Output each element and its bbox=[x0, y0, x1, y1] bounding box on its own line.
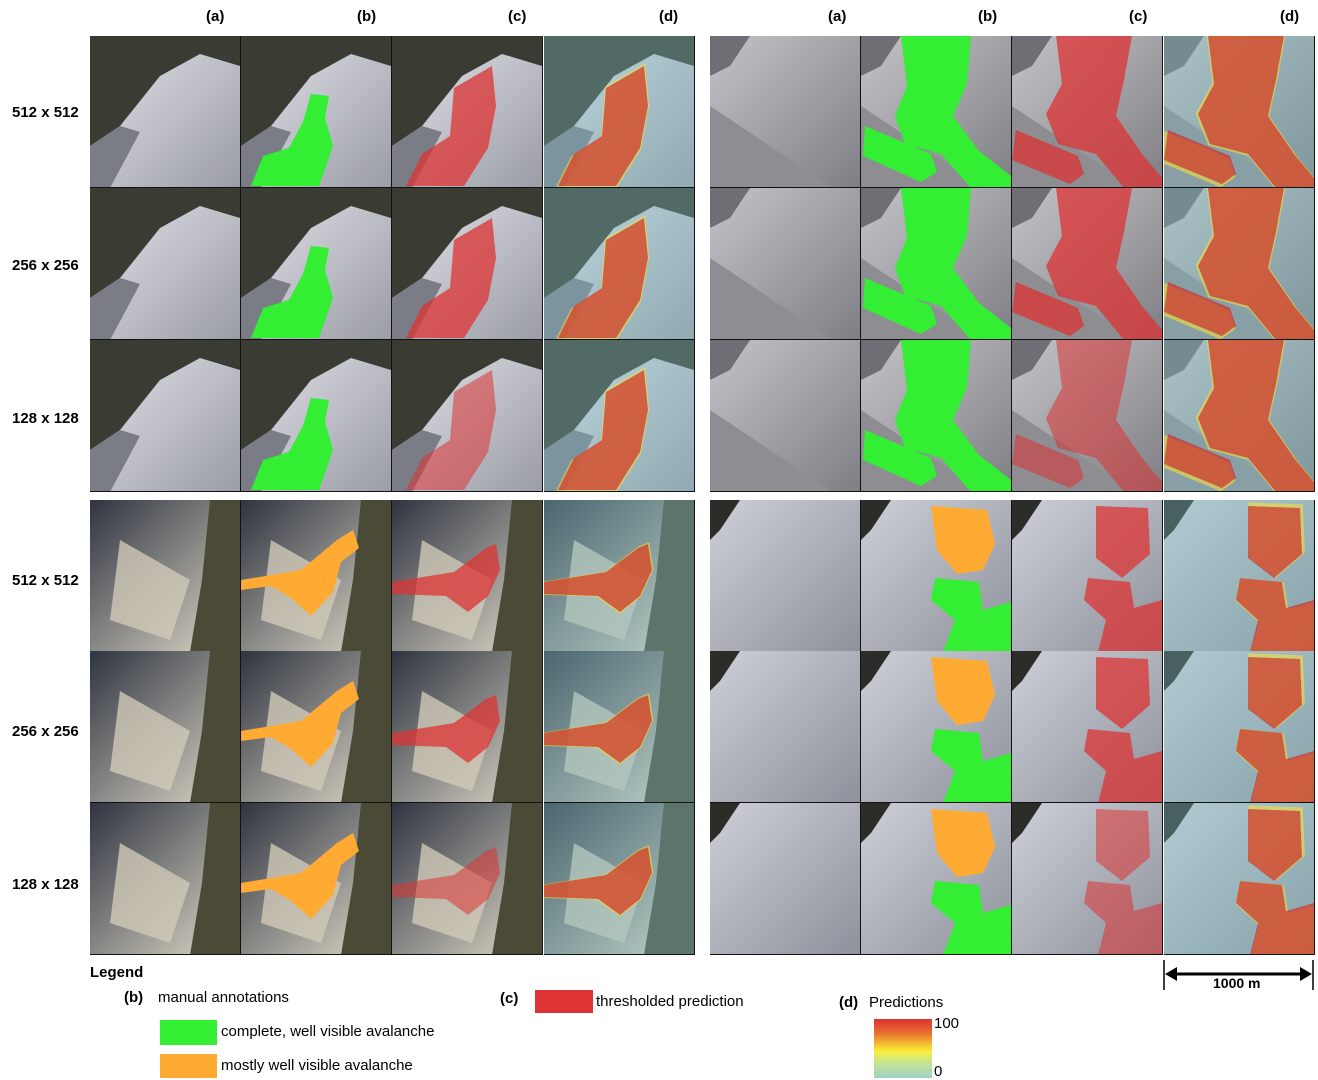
tile-br-512-b bbox=[861, 500, 1012, 652]
scale-bar-label: 1000 m bbox=[1213, 975, 1261, 991]
tile-tl-512-c bbox=[392, 36, 543, 188]
legend-complete-label: complete, well visible avalanche bbox=[221, 1023, 435, 1040]
tile-tr-128-b bbox=[861, 340, 1012, 492]
col-label-c-left: (c) bbox=[508, 8, 527, 25]
tile-tl-256-c bbox=[392, 188, 543, 340]
tile-tl-128-c bbox=[392, 340, 543, 492]
legend-c-title: thresholded prediction bbox=[596, 993, 744, 1010]
legend-b-key: (b) bbox=[124, 989, 144, 1006]
tile-bl-512-d bbox=[544, 500, 695, 652]
tile-bl-128-c bbox=[392, 803, 543, 955]
tile-tl-512-a bbox=[90, 36, 241, 188]
legend-d-key: (d) bbox=[839, 994, 859, 1011]
row-label-256-bottom: 256 x 256 bbox=[12, 723, 79, 740]
tile-tl-256-b bbox=[241, 188, 392, 340]
tile-br-256-c bbox=[1012, 651, 1163, 803]
tile-br-512-c bbox=[1012, 500, 1163, 652]
tile-bl-512-a bbox=[90, 500, 241, 652]
tile-bl-128-a bbox=[90, 803, 241, 955]
tile-tr-512-c bbox=[1012, 36, 1163, 188]
tile-tr-512-d bbox=[1164, 36, 1315, 188]
tile-tl-512-b bbox=[241, 36, 392, 188]
tile-br-128-c bbox=[1012, 803, 1163, 955]
tile-br-128-b bbox=[861, 803, 1012, 955]
prediction-colorbar bbox=[874, 1019, 932, 1078]
colorbar-min-label: 0 bbox=[934, 1063, 943, 1080]
legend-d-title: Predictions bbox=[869, 994, 944, 1011]
tile-br-256-a bbox=[710, 651, 861, 803]
legend-b-title: manual annotations bbox=[158, 989, 289, 1006]
tile-bl-256-c bbox=[392, 651, 543, 803]
tile-tl-256-d bbox=[544, 188, 695, 340]
tile-bl-256-b bbox=[241, 651, 392, 803]
row-label-512-top: 512 x 512 bbox=[12, 104, 79, 121]
row-label-128-bottom: 128 x 128 bbox=[12, 876, 79, 893]
tile-tl-128-d bbox=[544, 340, 695, 492]
complete-swatch bbox=[160, 1020, 217, 1045]
tile-br-256-d bbox=[1164, 651, 1315, 803]
col-label-d-right: (d) bbox=[1280, 8, 1300, 25]
tile-br-128-d bbox=[1164, 803, 1315, 955]
threshold-swatch bbox=[535, 990, 593, 1013]
tile-tl-128-a bbox=[90, 340, 241, 492]
tile-bl-512-c bbox=[392, 500, 543, 652]
col-label-b-left: (b) bbox=[357, 8, 377, 25]
row-label-256-top: 256 x 256 bbox=[12, 257, 79, 274]
col-label-b-right: (b) bbox=[978, 8, 998, 25]
tile-tr-128-a bbox=[710, 340, 861, 492]
tile-bl-128-d bbox=[544, 803, 695, 955]
tile-br-512-d bbox=[1164, 500, 1315, 652]
legend-title: Legend bbox=[90, 964, 144, 981]
tile-tl-256-a bbox=[90, 188, 241, 340]
tile-tr-256-a bbox=[710, 188, 861, 340]
tile-bl-512-b bbox=[241, 500, 392, 652]
tile-bl-256-d bbox=[544, 651, 695, 803]
col-label-a-right: (a) bbox=[828, 8, 847, 25]
mostly-swatch bbox=[160, 1054, 217, 1078]
row-label-512-bottom: 512 x 512 bbox=[12, 572, 79, 589]
tile-tl-128-b bbox=[241, 340, 392, 492]
col-label-a-left: (a) bbox=[206, 8, 225, 25]
legend-mostly-label: mostly well visible avalanche bbox=[221, 1057, 413, 1074]
tile-tr-256-b bbox=[861, 188, 1012, 340]
col-label-c-right: (c) bbox=[1129, 8, 1148, 25]
tile-tr-512-b bbox=[861, 36, 1012, 188]
tile-br-128-a bbox=[710, 803, 861, 955]
tile-tr-256-c bbox=[1012, 188, 1163, 340]
tile-bl-128-b bbox=[241, 803, 392, 955]
tile-bl-256-a bbox=[90, 651, 241, 803]
tile-tr-128-d bbox=[1164, 340, 1315, 492]
colorbar-max-label: 100 bbox=[934, 1015, 960, 1032]
tile-tl-512-d bbox=[544, 36, 695, 188]
legend-c-key: (c) bbox=[500, 990, 519, 1007]
tile-tr-256-d bbox=[1164, 188, 1315, 340]
col-label-d-left: (d) bbox=[659, 8, 679, 25]
tile-tr-512-a bbox=[710, 36, 861, 188]
tile-br-256-b bbox=[861, 651, 1012, 803]
tile-br-512-a bbox=[710, 500, 861, 652]
tile-tr-128-c bbox=[1012, 340, 1163, 492]
scale-bar bbox=[1163, 960, 1314, 990]
row-label-128-top: 128 x 128 bbox=[12, 410, 79, 427]
